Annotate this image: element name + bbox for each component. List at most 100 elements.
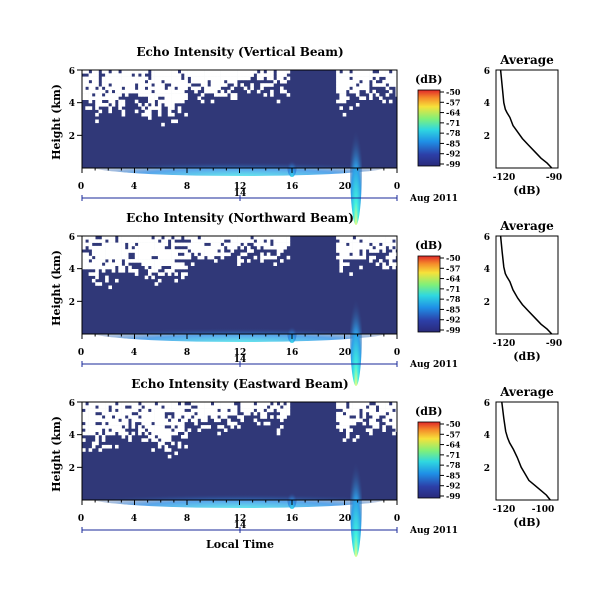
colorbar: (dB) -50-57-64-71-78-85-92-99 <box>415 239 461 335</box>
colorbar-label: (dB) <box>415 405 442 418</box>
x-tick-label: 4 <box>131 348 137 358</box>
colorbar-tick-label: -78 <box>446 128 461 138</box>
colorbar-tick-label: -92 <box>446 149 460 159</box>
colorbar-tick-label: -64 <box>446 108 461 118</box>
y-tick-label: 6 <box>484 399 490 409</box>
date-tick-label: 14 <box>234 189 247 199</box>
y-tick-label: 6 <box>69 67 75 77</box>
heatmap-area <box>81 69 400 225</box>
x-tick-label: 20 <box>339 348 352 358</box>
x-tick-label: 20 <box>339 182 352 192</box>
colorbar-tick-label: -57 <box>446 429 460 439</box>
y-tick-label: 4 <box>484 99 490 109</box>
x-tick-label: -100 <box>532 505 555 515</box>
x-tick-label: 0 <box>394 182 400 192</box>
x-tick-label: 12 <box>234 182 247 192</box>
colorbar-tick-label: -85 <box>446 470 460 480</box>
colorbar-tick-label: -92 <box>446 481 460 491</box>
y-axis-label: Height (km) <box>50 416 63 492</box>
x-tick-label: 12 <box>234 348 247 358</box>
y-tick-label: 2 <box>484 132 490 142</box>
date-axis: 14 Aug 2011 <box>81 189 458 204</box>
colorbar-tick-label: -71 <box>446 118 460 128</box>
x-tick-label: 20 <box>339 514 352 524</box>
chart-title: Echo Intensity (Eastward Beam) <box>131 377 348 391</box>
heatmap-area <box>81 235 400 386</box>
y-tick-label: 4 <box>484 431 490 441</box>
colorbar-tick-label: -64 <box>446 440 461 450</box>
profile-title: Average <box>499 219 554 233</box>
profile-line <box>499 235 553 335</box>
date-tick-label: 14 <box>234 355 247 365</box>
chart-title: Echo Intensity (Vertical Beam) <box>136 45 343 59</box>
colorbar-tick-label: -64 <box>446 274 461 284</box>
y-tick-label: 6 <box>69 399 75 409</box>
y-tick-label: 2 <box>484 298 490 308</box>
panel-vertical-beam: Echo Intensity (Vertical Beam) Height (k… <box>50 45 562 225</box>
x-tick-label: 16 <box>286 348 299 358</box>
date-axis: 14 Aug 2011 <box>81 521 458 536</box>
profile-plot: Average 6 4 2 -120 -90 (dB) <box>484 219 562 363</box>
x-tick-label: 0 <box>78 182 84 192</box>
x-tick-label: 4 <box>131 514 137 524</box>
colorbar-tick-label: -85 <box>446 138 460 148</box>
colorbar-label: (dB) <box>415 239 442 252</box>
date-tick-label: 14 <box>234 521 247 531</box>
profile-plot: Average 6 4 2 -120 -90 (dB) <box>484 53 562 197</box>
colorbar-tick-label: -78 <box>446 294 461 304</box>
x-tick-label: -120 <box>493 339 516 349</box>
y-tick-label: 2 <box>69 298 75 308</box>
colorbar-tick-label: -50 <box>446 419 461 429</box>
heatmap-area <box>81 401 400 557</box>
x-tick-label: -90 <box>546 339 562 349</box>
date-label: Aug 2011 <box>409 360 458 370</box>
y-axis-label: Height (km) <box>50 250 63 326</box>
profile-line <box>499 69 553 169</box>
profile-line <box>501 401 551 501</box>
y-tick-label: 6 <box>69 233 75 243</box>
x-tick-label: 4 <box>131 182 137 192</box>
colorbar: (dB) -50-57-64-71-78-85-92-99 <box>415 405 461 501</box>
panel-eastward-beam: Echo Intensity (Eastward Beam) Height (k… <box>50 377 559 557</box>
profile-plot: Average 6 4 2 -120 -100 (dB) <box>484 385 559 529</box>
x-tick-label: 8 <box>184 514 190 524</box>
profile-x-label: (dB) <box>513 350 540 363</box>
colorbar-tick-label: -71 <box>446 284 460 294</box>
y-axis-label: Height (km) <box>50 84 63 160</box>
colorbar-tick-label: -50 <box>446 253 461 263</box>
y-tick-label: 4 <box>69 99 75 109</box>
colorbar-tick-label: -57 <box>446 97 460 107</box>
colorbar-tick-label: -71 <box>446 450 460 460</box>
colorbar: (dB) -50-57-64-71-78-85-92-99 <box>415 73 461 169</box>
y-tick-label: 2 <box>69 464 75 474</box>
colorbar-label: (dB) <box>415 73 442 86</box>
x-tick-label: 0 <box>394 348 400 358</box>
chart-title: Echo Intensity (Northward Beam) <box>126 211 354 225</box>
x-tick-label: 0 <box>394 514 400 524</box>
profile-title: Average <box>499 53 554 67</box>
colorbar-tick-label: -92 <box>446 315 460 325</box>
colorbar-tick-label: -99 <box>446 159 461 169</box>
date-label: Aug 2011 <box>409 526 458 536</box>
x-tick-label: 12 <box>234 514 247 524</box>
colorbar-tick-label: -78 <box>446 460 461 470</box>
y-tick-label: 2 <box>484 464 490 474</box>
colorbar-tick-label: -99 <box>446 491 461 501</box>
y-tick-label: 4 <box>69 431 75 441</box>
x-tick-label: -120 <box>493 173 516 183</box>
x-tick-label: -90 <box>546 173 562 183</box>
profile-title: Average <box>499 385 554 399</box>
colorbar-tick-label: -57 <box>446 263 460 273</box>
panel-northward-beam: Echo Intensity (Northward Beam) Height (… <box>50 211 562 386</box>
y-tick-label: 6 <box>484 67 490 77</box>
x-tick-label: -120 <box>493 505 516 515</box>
x-tick-label: 0 <box>78 348 84 358</box>
date-label: Aug 2011 <box>409 194 458 204</box>
x-tick-label: 8 <box>184 182 190 192</box>
x-tick-label: 16 <box>286 514 299 524</box>
x-axis-label: Local Time <box>206 538 274 551</box>
x-tick-label: 0 <box>78 514 84 524</box>
x-tick-label: 16 <box>286 182 299 192</box>
y-tick-label: 4 <box>69 265 75 275</box>
